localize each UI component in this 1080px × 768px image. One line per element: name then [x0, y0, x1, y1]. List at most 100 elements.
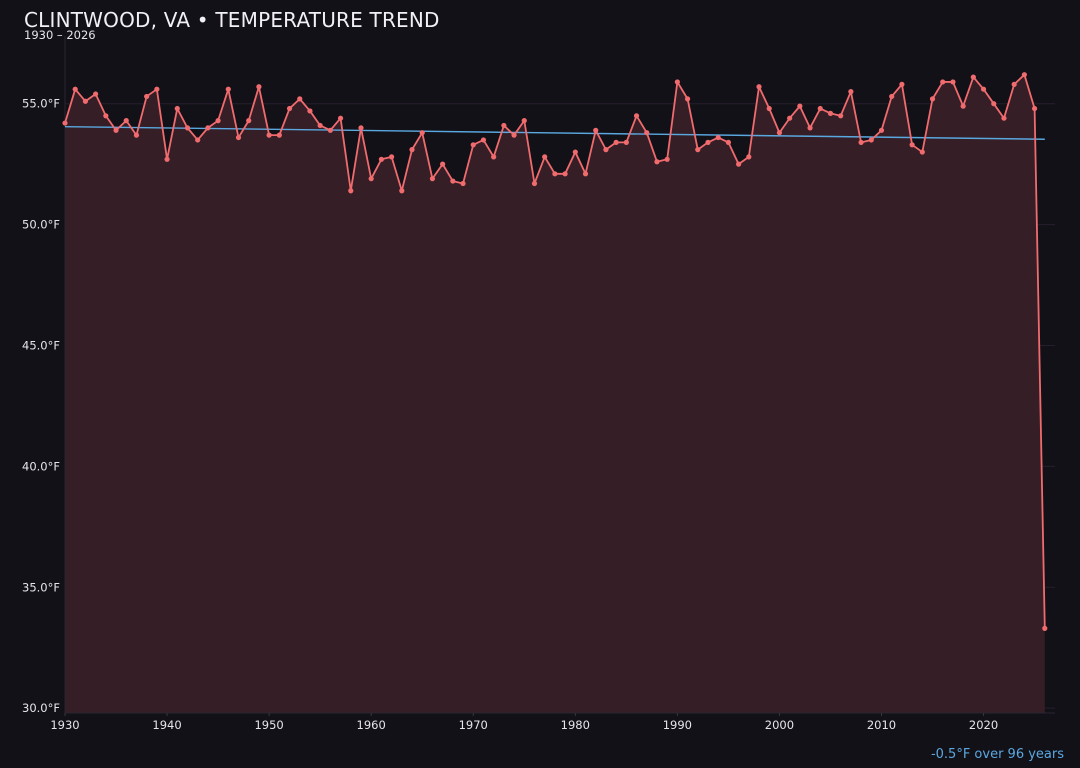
data-point [980, 86, 987, 92]
data-point [929, 96, 936, 102]
data-point [337, 115, 344, 121]
data-point [950, 79, 956, 85]
data-point [164, 156, 170, 162]
data-point [756, 84, 762, 90]
y-tick-label: 30.0°F [22, 701, 60, 715]
data-point [491, 154, 497, 160]
data-point [542, 154, 548, 160]
data-point [93, 91, 99, 97]
data-point [246, 118, 252, 124]
data-point [256, 84, 262, 90]
data-point [521, 118, 527, 124]
x-tick-label: 1980 [561, 718, 590, 732]
data-point [235, 134, 242, 141]
data-point [511, 132, 517, 138]
data-point [766, 105, 772, 112]
x-tick-labels: 1930 1940 1950 1960 1970 1980 1990 2000 2010 2020 [50, 713, 998, 732]
data-point [746, 154, 752, 160]
data-point [358, 125, 364, 131]
data-point [266, 132, 272, 138]
trend-layer [64, 125, 1045, 140]
data-point [715, 134, 721, 141]
y-tick-label: 50.0°F [22, 218, 60, 232]
data-point [593, 127, 599, 133]
data-point [787, 115, 793, 121]
x-tick-label: 2020 [969, 718, 998, 732]
data-point [695, 147, 701, 153]
data-point [480, 137, 487, 143]
points-layer [62, 72, 1048, 631]
data-point [1021, 72, 1027, 78]
data-point [184, 125, 191, 131]
data-point [388, 154, 395, 160]
data-point [919, 149, 925, 155]
data-point [317, 122, 323, 129]
data-point [103, 113, 109, 119]
x-tick-label: 1960 [357, 718, 386, 732]
data-point [72, 86, 78, 92]
data-point [144, 93, 150, 100]
data-point [276, 132, 282, 138]
data-point [582, 171, 589, 177]
data-point [644, 130, 650, 136]
data-point [440, 161, 446, 167]
data-point [736, 161, 742, 167]
x-tick-label: 1970 [459, 718, 488, 732]
data-point [1011, 81, 1017, 87]
x-tick-label: 1930 [50, 718, 79, 732]
data-point [633, 113, 640, 119]
data-point [225, 86, 231, 92]
data-point [174, 105, 180, 112]
x-tick-label: 1940 [152, 718, 181, 732]
data-point [501, 122, 507, 129]
data-point [603, 147, 609, 153]
data-point [307, 108, 313, 114]
data-point [838, 113, 844, 119]
y-tick-label: 35.0°F [22, 580, 60, 594]
data-point [409, 147, 415, 153]
x-tick-label: 2010 [867, 718, 896, 732]
data-point [1042, 625, 1048, 631]
data-point [889, 93, 895, 100]
data-point [817, 105, 823, 112]
data-point [725, 139, 732, 145]
data-point [705, 139, 711, 145]
data-point [807, 125, 813, 131]
series-area-fill [65, 74, 1045, 713]
data-point [62, 120, 68, 126]
data-point [664, 156, 670, 162]
data-point [776, 130, 783, 136]
data-point [674, 79, 680, 85]
area-fill-layer [65, 74, 1045, 713]
x-tick-label: 1950 [254, 718, 283, 732]
data-point [133, 132, 140, 138]
data-point [940, 79, 946, 85]
data-point [1031, 105, 1038, 112]
y-tick-label: 55.0°F [22, 97, 60, 111]
chart-title: CLINTWOOD, VA • TEMPERATURE TREND [24, 8, 440, 32]
data-point [286, 105, 293, 112]
data-point [327, 127, 333, 133]
data-point [123, 118, 129, 124]
data-point [419, 130, 425, 136]
data-point [552, 171, 558, 177]
data-point [899, 81, 905, 87]
data-point [368, 176, 374, 182]
data-point [572, 149, 578, 155]
data-point [613, 139, 619, 145]
data-point [623, 139, 629, 145]
y-tick-label: 40.0°F [22, 459, 60, 473]
data-point [848, 89, 854, 95]
data-point [878, 127, 885, 133]
data-point [827, 110, 834, 116]
data-point [429, 176, 436, 182]
data-point [113, 127, 119, 133]
data-point [991, 101, 997, 107]
data-point [154, 86, 160, 92]
data-point [348, 188, 354, 194]
data-point [684, 96, 691, 102]
data-point [858, 139, 864, 145]
data-point [909, 142, 915, 148]
y-tick-label: 45.0°F [22, 338, 60, 352]
